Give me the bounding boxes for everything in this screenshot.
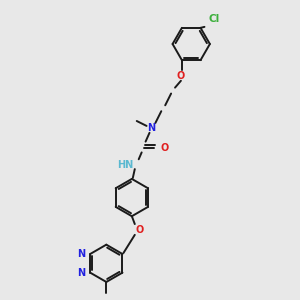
- Text: HN: HN: [118, 160, 134, 170]
- Text: N: N: [77, 268, 85, 278]
- Text: O: O: [136, 225, 144, 235]
- Text: O: O: [177, 71, 185, 81]
- Text: N: N: [147, 123, 155, 133]
- Text: O: O: [160, 142, 169, 152]
- Text: Cl: Cl: [208, 14, 220, 24]
- Text: N: N: [77, 249, 85, 259]
